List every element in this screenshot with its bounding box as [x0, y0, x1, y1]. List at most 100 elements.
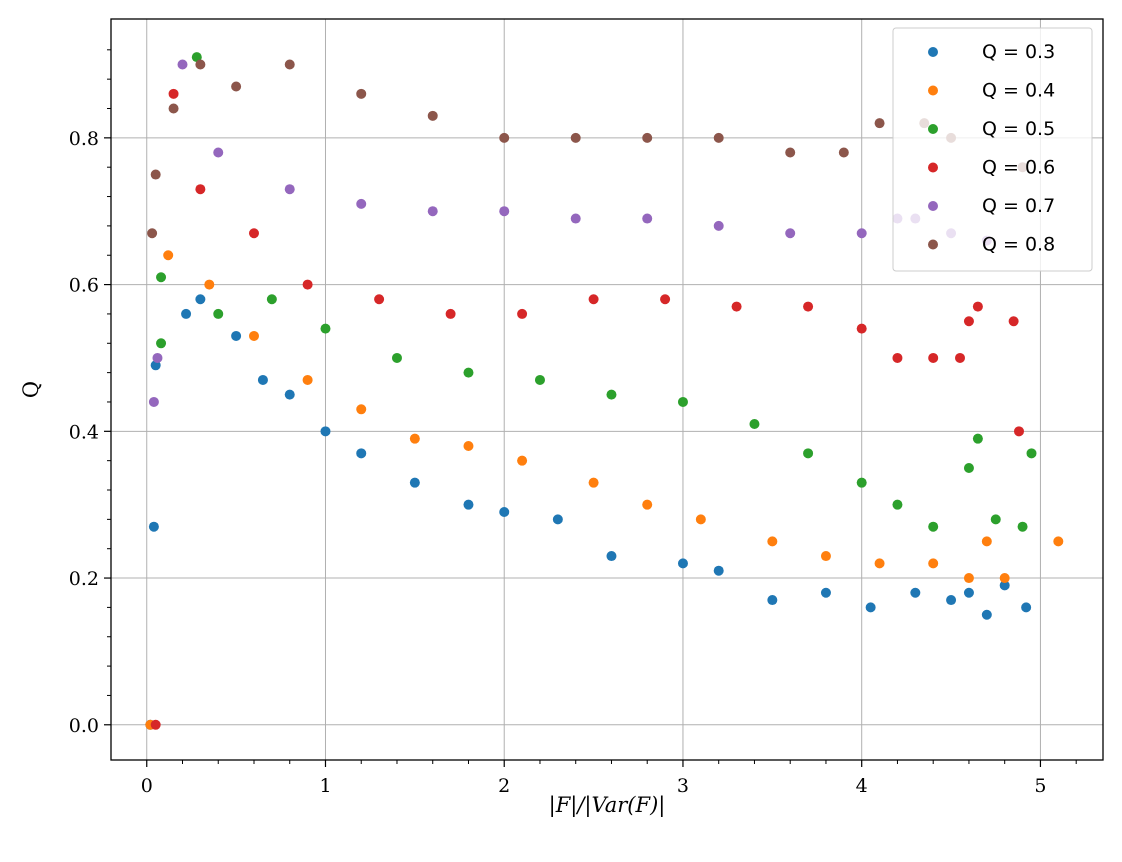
- data-point: [981, 609, 992, 620]
- data-point: [168, 103, 179, 114]
- data-point: [606, 551, 617, 562]
- data-point: [963, 316, 974, 327]
- data-point: [150, 719, 161, 730]
- data-point: [785, 147, 796, 158]
- legend-box: [892, 27, 1093, 272]
- data-point: [677, 396, 688, 407]
- data-point: [356, 198, 367, 209]
- data-point: [713, 565, 724, 576]
- x-tick-label: 1: [319, 775, 331, 797]
- data-point: [910, 587, 921, 598]
- data-point: [177, 59, 188, 70]
- data-point: [767, 536, 778, 547]
- series-q-3: [145, 294, 1032, 730]
- data-point: [284, 59, 295, 70]
- series-q-4: [145, 250, 1064, 730]
- y-tick-label: 0.8: [69, 128, 99, 150]
- data-point: [427, 206, 438, 217]
- data-point: [156, 272, 167, 283]
- data-point: [181, 308, 192, 319]
- data-point: [642, 499, 653, 510]
- data-point: [972, 301, 983, 312]
- legend-label: Q = 0.4: [982, 80, 1055, 102]
- data-point: [552, 514, 563, 525]
- data-point: [320, 426, 331, 437]
- data-point: [356, 88, 367, 99]
- data-point: [499, 206, 510, 217]
- y-tick-label: 0.0: [69, 715, 99, 737]
- data-point: [570, 132, 581, 143]
- data-point: [642, 213, 653, 224]
- legend-entry: Q = 0.8: [928, 234, 1055, 256]
- data-point: [749, 418, 760, 429]
- data-point: [1013, 426, 1024, 437]
- data-point: [148, 521, 159, 532]
- data-point: [928, 521, 939, 532]
- legend-label: Q = 0.5: [982, 118, 1055, 140]
- data-point: [463, 440, 474, 451]
- data-point: [248, 228, 259, 239]
- data-point: [677, 558, 688, 569]
- legend-marker: [928, 162, 938, 173]
- plot-frame: [110, 18, 1104, 761]
- data-point: [463, 367, 474, 378]
- legend-label: Q = 0.8: [982, 234, 1055, 256]
- data-point: [163, 250, 174, 261]
- legend-label: Q = 0.7: [982, 195, 1055, 217]
- data-point: [266, 294, 277, 305]
- data-point: [588, 477, 599, 488]
- data-point: [195, 294, 206, 305]
- data-point: [168, 88, 179, 99]
- y-tick-label: 0.2: [69, 568, 99, 590]
- y-tick-label: 0.6: [69, 275, 99, 297]
- data-point: [767, 595, 778, 606]
- data-point: [231, 81, 242, 92]
- x-tick-label: 5: [1034, 775, 1046, 797]
- data-point: [820, 587, 831, 598]
- data-point: [284, 389, 295, 400]
- data-point: [374, 294, 385, 305]
- data-point: [1053, 536, 1064, 547]
- data-point: [990, 514, 1001, 525]
- data-point: [302, 279, 313, 290]
- data-point: [713, 220, 724, 231]
- data-point: [892, 499, 903, 510]
- data-points: [145, 52, 1064, 730]
- legend-entry: Q = 0.7: [928, 195, 1055, 217]
- legend-marker: [928, 85, 938, 96]
- data-point: [257, 374, 268, 385]
- x-tick-label: 0: [141, 775, 153, 797]
- y-axis-label: Q: [19, 381, 43, 398]
- data-point: [999, 580, 1010, 591]
- data-point: [803, 301, 814, 312]
- data-point: [660, 294, 671, 305]
- data-point: [928, 352, 939, 363]
- data-point: [156, 338, 167, 349]
- axis-ticks: 0 1 2 3 4 5 0.0 0.2 0.4 0.6 0.8: [69, 49, 1077, 797]
- data-point: [999, 573, 1010, 584]
- legend-entry: Q = 0.3: [928, 41, 1055, 63]
- data-point: [427, 110, 438, 121]
- data-point: [606, 389, 617, 400]
- data-point: [1017, 521, 1028, 532]
- x-axis-label: |F|/|Var(F)|: [549, 793, 666, 818]
- data-point: [248, 330, 259, 341]
- data-point: [534, 374, 545, 385]
- data-point: [302, 374, 313, 385]
- data-point: [972, 433, 983, 444]
- data-point: [642, 132, 653, 143]
- data-point: [838, 147, 849, 158]
- data-point: [713, 132, 724, 143]
- data-point: [356, 448, 367, 459]
- data-point: [499, 507, 510, 518]
- data-point: [320, 323, 331, 334]
- data-point: [820, 551, 831, 562]
- x-tick-label: 3: [677, 775, 689, 797]
- data-point: [204, 279, 215, 290]
- x-tick-label: 4: [856, 775, 868, 797]
- series-q-5: [156, 52, 1037, 532]
- data-point: [231, 330, 242, 341]
- legend-entry: Q = 0.4: [928, 80, 1055, 102]
- data-point: [409, 477, 420, 488]
